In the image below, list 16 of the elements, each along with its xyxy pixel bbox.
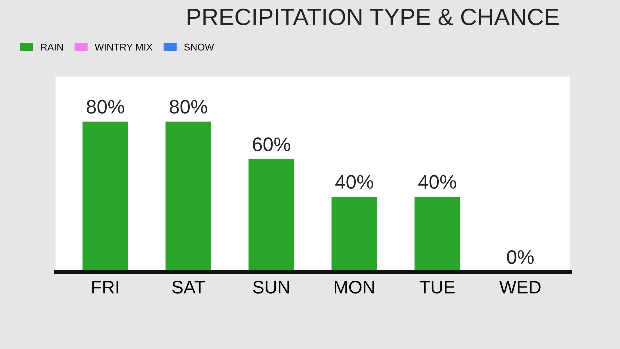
x-tick-label: SAT bbox=[172, 281, 206, 294]
data-label: 40% bbox=[418, 175, 456, 190]
x-tick-label: MON bbox=[335, 281, 374, 294]
x-tick-label: SUN bbox=[253, 281, 290, 294]
data-label: 0% bbox=[507, 250, 534, 264]
data-label: 40% bbox=[336, 175, 374, 190]
legend-label: WINTRY MIX bbox=[94, 44, 153, 51]
x-tick-label: FRI bbox=[92, 281, 118, 294]
data-label: 60% bbox=[253, 138, 290, 152]
data-label: 80% bbox=[170, 100, 208, 114]
x-tick-label: WED bbox=[500, 281, 541, 294]
legend-label: SNOW bbox=[184, 44, 214, 51]
chart-title: PRECIPITATION TYPE & CHANCE bbox=[188, 8, 559, 26]
data-label: 80% bbox=[86, 100, 124, 114]
x-tick-label: TUE bbox=[420, 281, 455, 294]
legend-label: RAIN bbox=[41, 44, 64, 51]
